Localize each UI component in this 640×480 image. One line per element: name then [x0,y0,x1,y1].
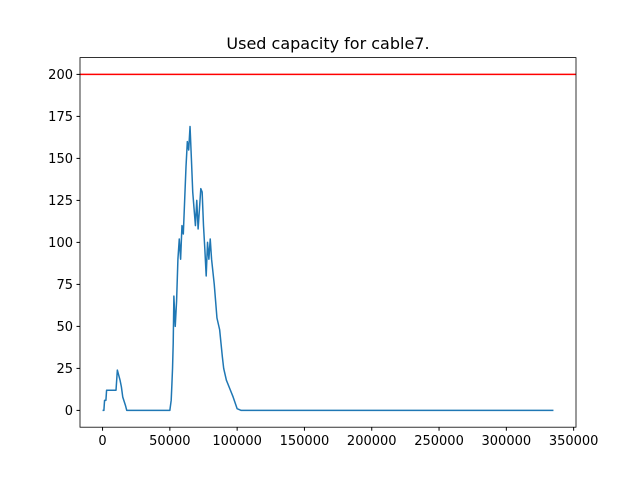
x-tick-label: 300000 [482,434,532,449]
chart-title: Used capacity for cable7. [226,34,429,53]
x-tick-label: 100000 [212,434,262,449]
y-tick-label: 125 [48,194,73,209]
x-tick-label: 50000 [149,434,190,449]
y-tick-label: 0 [65,404,73,419]
x-tick-label: 150000 [280,434,330,449]
y-tick-label: 175 [48,110,73,125]
y-tick-label: 25 [56,362,73,377]
y-tick-label: 50 [56,320,73,335]
data-line [102,125,554,412]
x-tick-label: 350000 [549,434,599,449]
y-tick-label: 75 [56,278,73,293]
plot-frame [79,57,577,428]
y-tick-label: 100 [48,236,73,251]
y-tick-label: 200 [48,68,73,83]
y-tick-label: 150 [48,152,73,167]
x-tick-label: 0 [98,434,106,449]
x-tick-label: 200000 [347,434,397,449]
x-tick-label: 250000 [414,434,464,449]
